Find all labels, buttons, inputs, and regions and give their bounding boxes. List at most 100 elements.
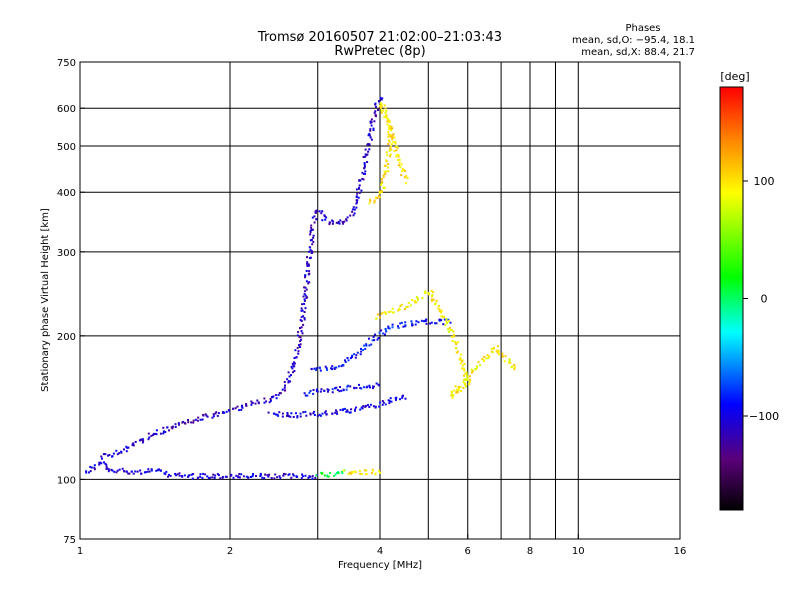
echo-point: [389, 134, 392, 137]
echo-point: [292, 364, 295, 367]
echo-point: [481, 358, 484, 361]
echo-point: [174, 426, 177, 428]
echo-point: [259, 475, 262, 477]
echo-point: [238, 409, 241, 412]
echo-point: [354, 356, 357, 359]
echo-point: [458, 387, 460, 390]
echo-point: [312, 240, 315, 243]
echo-point: [388, 121, 391, 124]
echo-point: [365, 473, 368, 476]
echo-point: [429, 322, 432, 325]
echo-point: [240, 408, 243, 411]
echo-point: [187, 419, 189, 421]
echo-point: [283, 381, 286, 383]
echo-point: [168, 473, 170, 476]
echo-point: [305, 414, 308, 417]
echo-point: [353, 353, 356, 356]
echo-point: [115, 471, 118, 474]
echo-point: [397, 326, 400, 329]
echo-point: [361, 171, 364, 174]
echo-point: [299, 340, 302, 343]
y-axis-label: Stationary phase Virtual Height [km]: [40, 208, 51, 392]
echo-point: [197, 416, 200, 419]
echo-point: [307, 476, 310, 479]
echo-point: [209, 476, 212, 479]
echo-point: [459, 358, 462, 361]
echo-point: [303, 299, 306, 302]
echo-point: [201, 476, 204, 479]
echo-point: [331, 412, 334, 415]
echo-point: [487, 357, 490, 359]
echo-point: [460, 353, 463, 356]
echo-point: [240, 405, 243, 408]
echo-point: [464, 379, 467, 381]
x-tick-label: 10: [572, 546, 585, 557]
echo-point: [152, 434, 155, 436]
echo-point: [337, 222, 340, 225]
echo-point: [395, 145, 398, 148]
echo-point: [345, 410, 348, 413]
echo-point: [394, 397, 397, 399]
echo-point: [370, 121, 373, 124]
echo-point: [407, 301, 410, 304]
echo-point: [444, 324, 447, 327]
echo-point: [434, 322, 436, 325]
echo-point: [300, 477, 303, 480]
echo-point: [277, 393, 280, 396]
echo-point: [274, 394, 277, 396]
echo-point: [385, 110, 388, 113]
echo-point: [393, 136, 396, 139]
echo-point: [415, 320, 418, 323]
echo-point: [372, 405, 375, 408]
echo-point: [378, 196, 381, 199]
echo-point: [301, 473, 304, 476]
echo-point: [276, 476, 279, 479]
echo-point: [378, 331, 381, 334]
echo-point: [141, 441, 144, 444]
echo-point: [387, 166, 389, 169]
echo-point: [241, 406, 244, 409]
echo-point: [199, 418, 202, 421]
echo-point: [368, 406, 371, 408]
echo-point: [303, 293, 306, 296]
echo-point: [292, 371, 294, 374]
echo-point: [442, 323, 445, 326]
echo-point: [336, 412, 339, 415]
echo-point: [312, 392, 315, 395]
echo-point: [204, 473, 207, 476]
echo-point: [496, 351, 499, 354]
echo-point: [228, 410, 231, 413]
echo-point: [345, 218, 348, 221]
echo-point: [121, 467, 124, 470]
echo-point: [311, 216, 314, 219]
echo-point: [257, 402, 260, 405]
echo-point: [346, 357, 349, 359]
echo-point: [214, 474, 217, 477]
echo-point: [405, 306, 408, 309]
echo-point: [266, 474, 269, 477]
echo-point: [374, 114, 377, 117]
echo-point: [196, 477, 199, 480]
echo-point: [463, 374, 465, 377]
echo-point: [360, 189, 363, 192]
echo-point: [147, 432, 150, 435]
echo-point: [378, 101, 381, 104]
echo-point: [312, 234, 315, 237]
echo-point: [316, 414, 319, 417]
echo-point: [456, 350, 459, 353]
echo-point: [312, 389, 315, 391]
echo-point: [384, 333, 386, 336]
echo-point: [405, 175, 408, 178]
echo-point: [286, 378, 289, 381]
echo-point: [263, 397, 266, 400]
echo-point: [375, 105, 377, 108]
echo-point: [351, 354, 354, 357]
echo-point: [212, 473, 215, 476]
echo-point: [471, 369, 474, 372]
echo-point: [389, 155, 392, 158]
echo-point: [462, 386, 465, 389]
echo-point: [330, 367, 333, 370]
echo-point: [355, 195, 358, 198]
echo-point: [180, 475, 183, 477]
echo-point: [402, 325, 405, 328]
